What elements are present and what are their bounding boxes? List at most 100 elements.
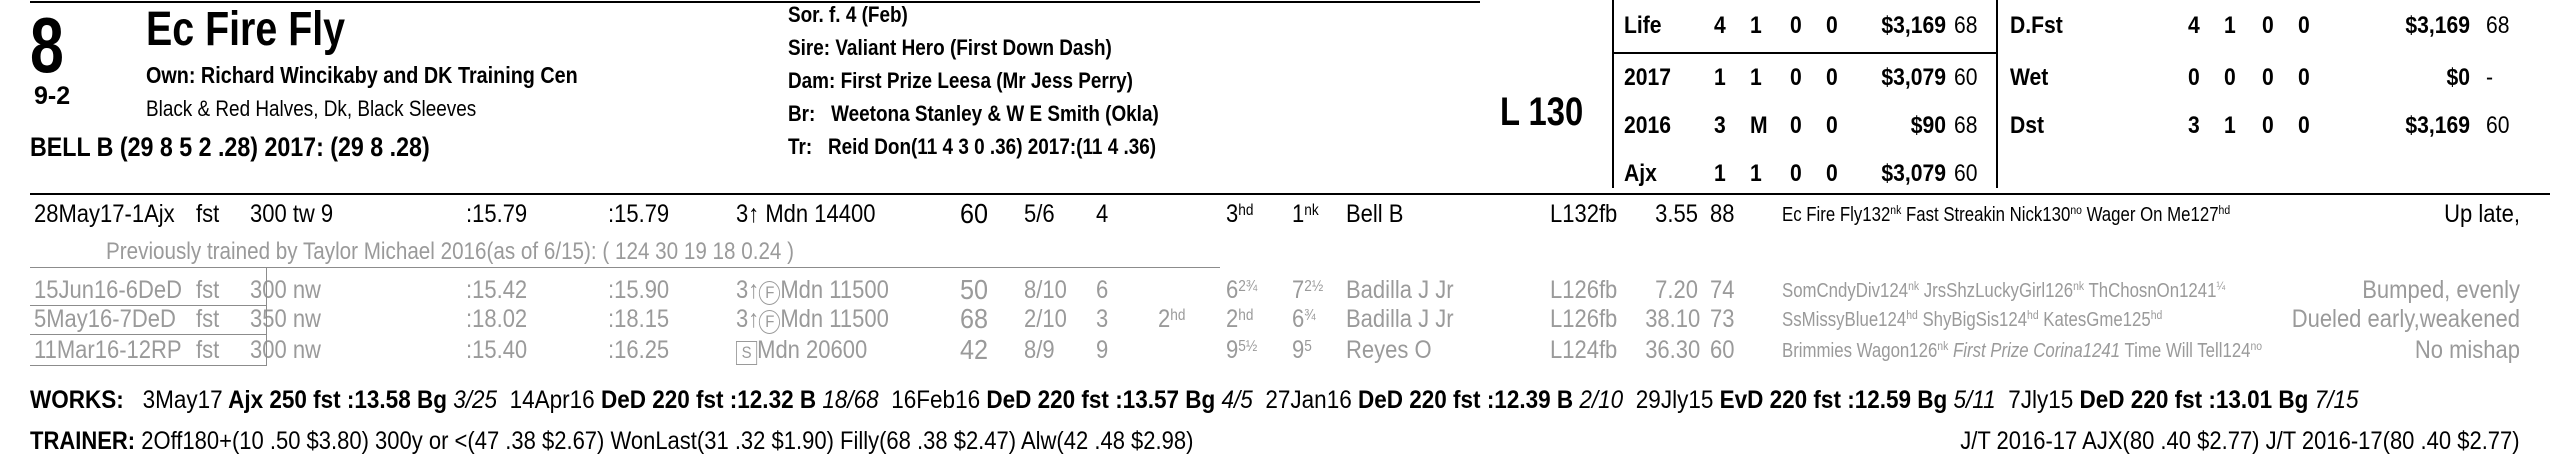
surface-earnings: $3,169 [2405,12,2470,39]
pp-finisher-2-margin: nk [2073,279,2085,293]
filly-restricted-icon: F [759,310,781,334]
pp-speed-figure: 68 [960,303,989,334]
pp-final-time: :15.90 [608,276,670,304]
pp-race-class: Mdn 11500 [780,305,889,333]
surface-label: Dst [2010,112,2045,139]
workout-entry: 3May17 Ajx 250 fst :13.58 Bg 3/25 [143,386,497,414]
surface-shows: 0 [2298,64,2310,91]
pp-speed-figure: 60 [960,198,989,229]
workout-time: :12.39 [1486,386,1551,414]
workout-time: :13.01 [2208,386,2273,414]
pp-speed: 74 [1710,276,1735,304]
dam-value: First Prize Leesa (Mr Jess Perry) [840,68,1133,93]
pp-finisher-1: Ec Fire Fly132 [1782,204,1891,226]
pp-jockey: Badilla J Jr [1346,276,1454,304]
workout-date: 7Jly15 [2008,386,2074,414]
pp-final-time: :15.79 [608,200,670,228]
trainer-label: Tr: [788,134,813,159]
pp-finisher-1-margin: hd [1906,308,1918,322]
workout-track: Ajx [228,386,264,414]
workout-entry: 14Apr16 DeD 220 fst :12.32 B 18/68 [510,386,879,414]
pp-finish: 72½ [1292,276,1323,305]
surface-speed: 60 [2486,112,2510,139]
pp-post-field: 8/10 [1024,276,1067,304]
record-starts: 4 [1714,12,1726,39]
pp-date-column-rule [266,268,267,366]
record-earnings: $3,079 [1881,160,1946,187]
workout-grade: Bg [416,386,447,414]
pp-split-time: :15.42 [466,276,528,304]
surface-places: 0 [2262,12,2274,39]
workout-rank: 7/15 [2314,386,2359,414]
pp-odds: 7.20 [1655,276,1698,304]
pp-finisher-2: Fast Streakin Nick130 [1901,204,2071,226]
sire-value: Valiant Hero (First Down Dash) [835,35,1112,60]
pp-stretch-call: 95½ [1226,336,1257,365]
workout-track: DeD [2079,386,2125,414]
pp-stretch-call-margin: hd [1238,307,1254,324]
silks: Black & Red Halves, Dk, Black Sleeves [146,96,477,121]
pp-stretch-call-position: 2 [1226,305,1239,333]
pp-finish-margin: 2½ [1304,278,1324,295]
pp-date-underline [30,365,266,366]
morning-line-odds: 9-2 [34,82,71,110]
workout-time: :13.58 [346,386,411,414]
pp-finisher-2-margin: hd [2027,308,2039,322]
pp-stretch-call: 3hd [1226,200,1253,229]
workout-dist: 220 fst [1037,386,1109,414]
pp-jockey: Reyes O [1346,336,1432,364]
trainer-value: Reid Don(11 4 3 0 .36) 2017:(11 4 .36) [827,134,1157,159]
pp-finisher-3: Wager On Me127 [2081,204,2219,226]
record-earnings: $90 [1910,112,1946,139]
pp-race-type: 3↑ Mdn 14400 [736,200,875,229]
pp-stretch-call-position: 9 [1226,336,1239,364]
surface-shows: 0 [2298,112,2310,139]
pp-stretch-call-position: 6 [1226,276,1239,304]
pp-distance: 300 nw [250,336,321,364]
workout-time: :13.57 [1115,386,1179,414]
pp-split-time: :18.02 [466,305,528,333]
workout-dist: 220 fst [652,386,724,414]
pp-finisher-3-margin: no [2250,339,2263,353]
record-wins: 1 [1750,64,1762,91]
workout-date: 3May17 [142,386,223,414]
workout-time: :12.59 [1847,386,1911,414]
workout-track: DeD [1357,386,1404,414]
pp-race-class: Mdn 11500 [780,276,889,304]
pp-finisher-1: SsMissyBlue124 [1782,309,1907,331]
record-label: Ajx [1624,160,1657,187]
workout-date: 27Jan16 [1265,386,1352,414]
record-places: 0 [1790,64,1802,91]
record-box-left-border [1612,0,1614,188]
trainer-line: Tr: Reid Don(11 4 3 0 .36) 2017:(11 4 .3… [788,134,1156,160]
owner: Own: Richard Wincikaby and DK Training C… [146,62,578,88]
pp-jockey: Badilla J Jr [1346,305,1454,333]
record-shows: 0 [1826,160,1838,187]
workout-dist: 250 fst [269,386,341,414]
pp-finisher-2: JrsShzLuckyGirl126 [1919,280,2074,302]
surface-label: D.Fst [2010,12,2063,39]
pp-top-finishers: Brimmies Wagon126nk First Prize Corina12… [1782,339,2262,363]
surface-shows: 0 [2298,12,2310,39]
pp-first-call: 2hd [1158,305,1185,334]
top-rule [30,1,1480,3]
record-label: 2016 [1624,112,1671,139]
pp-date: 15Jun16-6DeD [34,276,182,304]
pp-finisher-1-margin: nk [1937,339,1949,353]
workout-grade: Bg [1185,386,1216,414]
record-label: Life [1624,12,1662,39]
pp-stretch-call-position: 3 [1226,200,1239,228]
workout-entry: 27Jan16 DeD 220 fst :12.39 B 2/10 [1265,386,1623,414]
pp-finish: 1nk [1292,200,1319,229]
trainer-stats-text: 2Off180+(10 .50 $3.80) 300y or <(47 .38 … [141,427,1194,455]
pp-post-field: 8/9 [1024,336,1055,364]
workout-track: EvD [1719,386,1764,414]
pp-odds: 38.10 [1645,305,1701,333]
record-earnings: $3,079 [1881,64,1946,91]
workout-grade: B [799,386,817,414]
jockey-line: BELL B (29 8 5 2 .28) 2017: (29 8 .28) [30,132,430,162]
pp-split-time: :15.40 [466,336,528,364]
pp-finisher-2-margin: no [2070,203,2082,217]
pp-final-time: :16.25 [608,336,670,364]
pp-finisher-1: SomCndyDiv124 [1782,280,1909,302]
